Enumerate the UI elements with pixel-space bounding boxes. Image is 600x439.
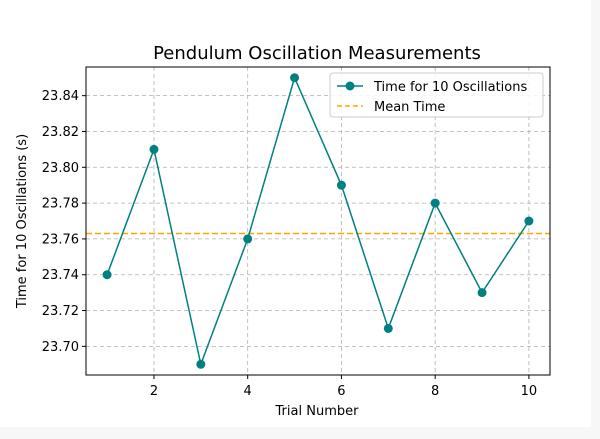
y-axis-label: Time for 10 Oscillations (s) [15, 134, 30, 309]
x-tick-label: 8 [431, 384, 439, 399]
plot-frame [85, 66, 551, 376]
data-point [290, 73, 300, 83]
y-tick-label: 23.84 [42, 89, 79, 104]
y-tick-label: 23.74 [42, 268, 79, 283]
x-tick-label: 2 [150, 384, 158, 399]
data-point [477, 288, 487, 298]
chart-figure: 2 4 6 8 10 23.70 23.72 23.74 23.76 23.78 23.80 23.… [15, 43, 551, 419]
data-point [383, 323, 393, 333]
data-point [243, 234, 253, 244]
series [102, 73, 534, 369]
legend-series-marker [345, 81, 355, 91]
legend-series-label: Time for 10 Oscillations [373, 80, 527, 95]
data-point [149, 144, 159, 154]
y-tick-label: 23.80 [42, 161, 79, 176]
x-tick-label: 10 [521, 384, 538, 399]
y-tick-label: 23.70 [42, 340, 79, 355]
line-chart: 2 4 6 8 10 23.7023.7223.7423.7623.7823.8023.… [15, 43, 551, 419]
x-tick-label: 6 [337, 384, 345, 399]
y-tick-label: 23.78 [42, 197, 79, 212]
chart-title: Pendulum Oscillation Measurements [153, 43, 481, 64]
data-point [430, 198, 440, 208]
data-point [524, 216, 534, 226]
series-line [106, 75, 530, 367]
data-point [196, 359, 206, 369]
legend-mean-label: Mean Time [374, 100, 445, 115]
y-axis-ticks: 23.70 23.72 23.74 23.76 23.78 23.80 23.82 23.84 [42, 89, 86, 355]
y-tick-label: 23.82 [42, 125, 79, 140]
data-point [336, 180, 346, 190]
y-tick-label: 23.72 [42, 304, 79, 319]
x-axis-ticks: 2 4 6 8 10 [150, 375, 537, 399]
x-tick-label: 4 [244, 384, 252, 399]
legend-box [329, 72, 544, 118]
x-axis-label: Trial Number [275, 404, 360, 419]
legend: Time for 10 Oscillations Mean Time [329, 72, 544, 118]
data-point [102, 270, 112, 280]
y-tick-label: 23.76 [42, 232, 79, 247]
